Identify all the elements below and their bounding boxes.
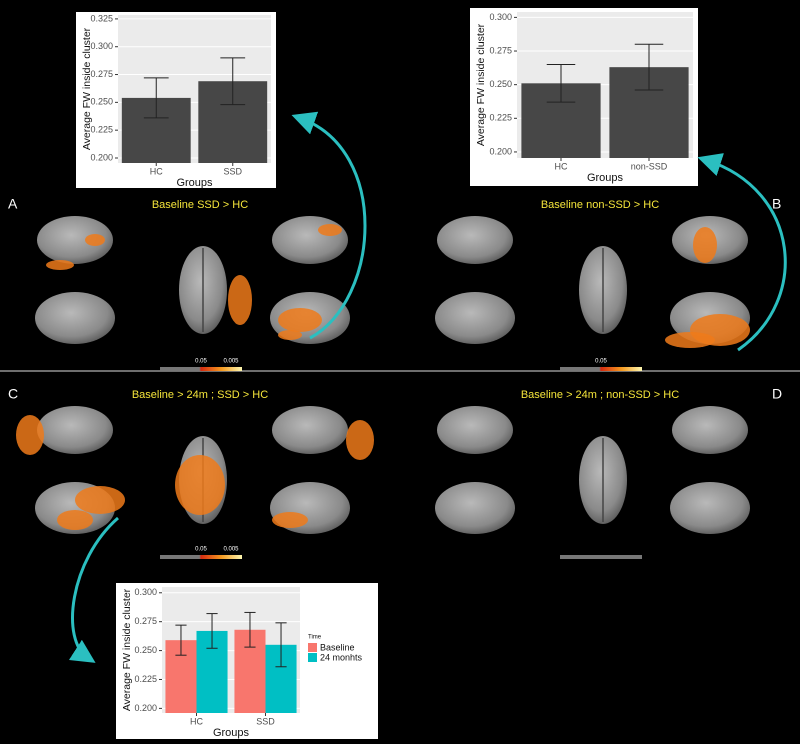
colorbar bbox=[560, 555, 642, 559]
blob bbox=[85, 234, 105, 246]
y-tick-label: 0.300 bbox=[90, 41, 113, 51]
y-tick-label: 0.250 bbox=[134, 645, 157, 655]
panel-title: Baseline > 24m ; non-SSD > HC bbox=[521, 389, 679, 401]
blob bbox=[318, 224, 342, 236]
y-tick-label: 0.250 bbox=[90, 97, 113, 107]
y-tick-label: 0.275 bbox=[134, 616, 157, 626]
y-tick-label: 0.325 bbox=[90, 13, 113, 23]
error-bar bbox=[206, 613, 218, 649]
x-tick-label: HC bbox=[190, 716, 203, 726]
legend-label: Baseline bbox=[320, 642, 355, 652]
y-axis-label: Average FW inside cluster bbox=[121, 588, 133, 711]
blob bbox=[46, 260, 74, 270]
arrow bbox=[68, 516, 119, 663]
brain bbox=[35, 292, 115, 344]
brain bbox=[670, 482, 750, 534]
colorbar bbox=[160, 555, 242, 559]
colorbar-label: 0.005 bbox=[223, 359, 239, 365]
panel-label: D bbox=[772, 386, 782, 402]
x-tick-label: HC bbox=[555, 161, 568, 171]
blob bbox=[665, 332, 715, 348]
blob bbox=[75, 486, 125, 514]
colorbar bbox=[560, 367, 642, 371]
panel-label: C bbox=[8, 386, 18, 402]
y-tick-label: 0.225 bbox=[90, 125, 113, 135]
brain bbox=[672, 406, 748, 454]
error-bar bbox=[275, 622, 287, 668]
panel-title: Baseline non-SSD > HC bbox=[541, 199, 659, 211]
error-bar bbox=[175, 624, 187, 656]
blob bbox=[346, 420, 374, 460]
colorbar-label: 0.05 bbox=[195, 359, 207, 365]
bar-chart: 0.200 0.225 0.250 0.275 0.300 HC non-SSD Groups… bbox=[470, 8, 698, 186]
blob bbox=[16, 415, 44, 455]
bar-chart: 0.200 0.225 0.250 0.275 0.300 HC SSD Groups Aver… bbox=[116, 583, 378, 739]
y-tick-label: 0.200 bbox=[489, 146, 512, 156]
charts: 0.200 0.225 0.250 0.275 0.300 0.325 HC SSD Group… bbox=[76, 8, 698, 739]
x-tick-label: non-SSD bbox=[631, 161, 668, 171]
colorbar bbox=[160, 367, 242, 371]
bar-chart: 0.200 0.225 0.250 0.275 0.300 0.325 HC SSD Group… bbox=[76, 12, 276, 189]
y-tick-label: 0.300 bbox=[489, 12, 512, 22]
legend-title: Time bbox=[308, 635, 322, 641]
brain-images bbox=[16, 216, 750, 534]
arrow bbox=[697, 153, 787, 352]
brain bbox=[37, 406, 113, 454]
y-tick-label: 0.275 bbox=[90, 69, 113, 79]
y-tick-label: 0.250 bbox=[489, 79, 512, 89]
panel-label: B bbox=[772, 196, 781, 212]
colorbar-label: 0.05 bbox=[595, 359, 607, 365]
arrow bbox=[291, 111, 367, 340]
x-tick-label: SSD bbox=[223, 166, 242, 176]
brain bbox=[437, 216, 513, 264]
x-axis-label: Groups bbox=[213, 727, 250, 739]
error-bar bbox=[546, 63, 576, 103]
blob bbox=[272, 512, 308, 528]
error-bar bbox=[143, 77, 169, 119]
y-tick-label: 0.200 bbox=[134, 703, 157, 713]
brain bbox=[37, 216, 113, 264]
x-axis-label: Groups bbox=[176, 177, 213, 189]
x-axis-label: Groups bbox=[587, 172, 624, 184]
panel-labels: A Baseline SSD > HC 0.05 0.005 B Baseline non… bbox=[8, 196, 782, 559]
blob bbox=[175, 455, 225, 515]
y-tick-label: 0.300 bbox=[134, 587, 157, 597]
blob bbox=[278, 308, 322, 332]
arrows bbox=[68, 111, 787, 663]
legend-label: 24 monhts bbox=[320, 652, 363, 662]
brain bbox=[435, 482, 515, 534]
panel-title: Baseline SSD > HC bbox=[152, 199, 248, 211]
y-tick-label: 0.225 bbox=[489, 113, 512, 123]
panel-label: A bbox=[8, 196, 18, 212]
x-tick-label: SSD bbox=[256, 716, 275, 726]
blob bbox=[693, 227, 717, 263]
blob bbox=[278, 330, 302, 340]
blob bbox=[228, 275, 252, 325]
y-axis-label: Average FW inside cluster bbox=[81, 27, 93, 150]
brain bbox=[272, 406, 348, 454]
error-bar bbox=[220, 57, 246, 106]
legend-swatch bbox=[308, 653, 317, 662]
error-bar bbox=[634, 43, 664, 91]
error-bar bbox=[244, 611, 256, 648]
x-tick-label: HC bbox=[150, 166, 163, 176]
blob bbox=[57, 510, 93, 530]
y-tick-label: 0.225 bbox=[134, 674, 157, 684]
panel-title: Baseline > 24m ; SSD > HC bbox=[132, 389, 268, 401]
legend-swatch bbox=[308, 643, 317, 652]
brain bbox=[435, 292, 515, 344]
colorbar-label: 0.05 bbox=[195, 547, 207, 553]
y-axis-label: Average FW inside cluster bbox=[475, 23, 487, 146]
y-tick-label: 0.200 bbox=[90, 152, 113, 162]
brain bbox=[272, 216, 348, 264]
y-tick-label: 0.275 bbox=[489, 45, 512, 55]
brain bbox=[437, 406, 513, 454]
colorbar-label: 0.005 bbox=[223, 547, 239, 553]
